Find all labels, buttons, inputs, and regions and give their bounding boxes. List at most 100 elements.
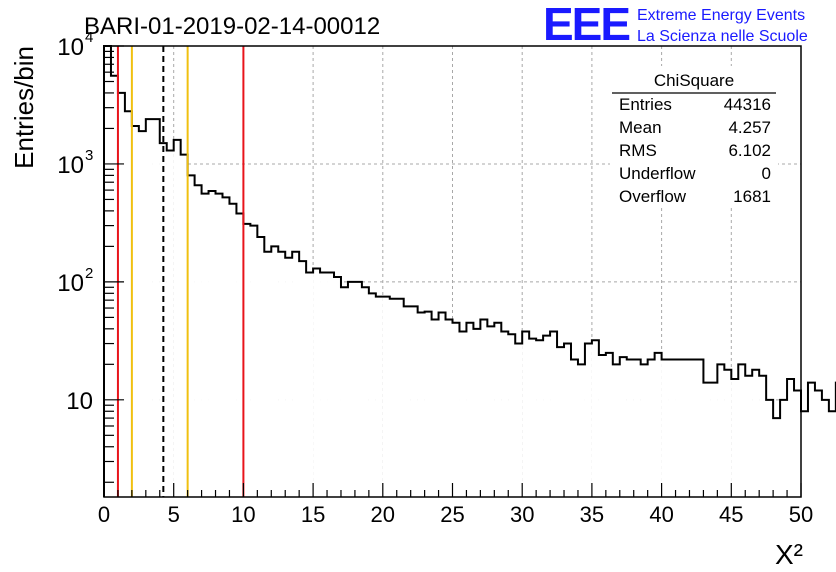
histogram-bin <box>654 352 662 497</box>
y-tick-label-base: 10 <box>57 152 84 179</box>
y-tick-label-exponent: 3 <box>85 147 93 164</box>
histogram-bin <box>668 359 676 497</box>
histogram-bin <box>633 359 641 497</box>
x-tick-label: 0 <box>98 502 110 527</box>
histogram-bin <box>313 268 321 497</box>
histogram-bin <box>347 281 355 497</box>
stats-row-label: Entries <box>619 95 672 114</box>
histogram-bin <box>236 213 244 498</box>
histogram-bin <box>145 119 153 497</box>
histogram-bin <box>222 197 230 497</box>
stats-row-value: 1681 <box>733 187 771 206</box>
stats-box-background <box>610 66 778 206</box>
histogram-bin <box>117 92 125 497</box>
histogram-bin <box>410 306 418 497</box>
histogram-bin <box>243 223 251 497</box>
histogram-bin <box>529 338 537 497</box>
x-tick-label: 25 <box>440 502 464 527</box>
histogram-bin <box>375 296 383 497</box>
histogram-bin <box>787 379 795 497</box>
histogram-bin <box>466 322 474 497</box>
histogram-bin <box>661 359 669 497</box>
histogram-bin <box>801 411 808 497</box>
histogram-bin <box>814 390 822 497</box>
histogram-bin <box>403 306 411 497</box>
stats-row-value: 44316 <box>724 95 771 114</box>
stats-box: ChiSquare Entries 44316 Mean 4.257 RMS 6.102 U… <box>610 66 778 206</box>
histogram-bin <box>320 272 328 497</box>
histogram-bin <box>285 257 293 497</box>
x-tick-label: 35 <box>580 502 604 527</box>
histogram-bin <box>473 328 481 497</box>
x-tick-label: 30 <box>510 502 534 527</box>
histogram-bin <box>773 418 781 497</box>
stats-box-title: ChiSquare <box>654 71 734 90</box>
histogram-bin <box>208 190 216 497</box>
histogram-bin <box>459 331 467 497</box>
histogram-bin <box>306 272 314 497</box>
histogram-bin <box>591 340 599 497</box>
histogram-bin <box>445 319 453 497</box>
histogram-bars <box>103 45 836 498</box>
stats-row-value: 4.257 <box>728 118 771 137</box>
histogram-bin <box>522 331 530 497</box>
histogram-bin <box>131 125 139 498</box>
histogram-bin <box>382 296 390 497</box>
histogram-bin <box>180 154 188 497</box>
histogram-bin <box>278 251 286 497</box>
histogram-bin <box>647 359 655 497</box>
histogram-bin <box>424 311 432 497</box>
y-tick-label: 10 4 <box>57 29 93 61</box>
y-axis-label: Entries/bin <box>9 46 39 169</box>
histogram-bin <box>487 326 495 497</box>
histogram-bin <box>584 343 592 497</box>
histogram-bin <box>124 111 132 497</box>
x-axis-label: X² <box>775 539 803 570</box>
histogram-bin <box>166 150 174 497</box>
histogram-bin <box>821 399 829 497</box>
y-tick-label-base: 10 <box>57 270 84 297</box>
histogram-bin <box>396 298 404 497</box>
histogram-bin <box>557 347 565 497</box>
x-tick-label: 45 <box>719 502 743 527</box>
histogram-bin <box>710 382 718 497</box>
histogram-bin <box>780 399 788 497</box>
histogram-bin <box>104 46 111 497</box>
histogram-bin <box>368 293 376 497</box>
x-tick-label: 20 <box>371 502 395 527</box>
histogram-bin <box>564 343 571 497</box>
histogram-bin <box>187 175 195 497</box>
x-tick-label: 10 <box>231 502 255 527</box>
y-tick-label-exponent: 4 <box>85 29 93 46</box>
histogram-bin <box>640 364 648 497</box>
histogram-bin <box>354 281 362 497</box>
histogram-bin <box>794 390 801 497</box>
histogram-bin <box>389 298 397 497</box>
histogram-bin <box>766 399 774 497</box>
histogram-bin <box>257 237 265 497</box>
stats-row-value: 0 <box>762 164 771 183</box>
histogram-bin <box>550 331 558 497</box>
stats-row-label: Underflow <box>619 164 696 183</box>
axis-ticks <box>103 45 802 497</box>
histogram-bin <box>361 287 369 497</box>
histogram-bin <box>501 331 509 497</box>
y-tick-label-exponent: 2 <box>85 265 93 282</box>
histogram-bin <box>696 359 704 497</box>
x-tick-label: 15 <box>301 502 325 527</box>
y-tick-label: 10 3 <box>57 147 93 179</box>
eee-logo: EEE Extreme Energy Events La Scienza nel… <box>543 0 808 50</box>
histogram-bin <box>417 312 425 497</box>
y-tick-label-base: 10 <box>57 34 84 61</box>
histogram-bin <box>807 382 815 497</box>
histogram-bin <box>201 193 209 497</box>
histogram-bin <box>724 369 732 497</box>
histogram-bin <box>731 379 739 497</box>
stats-row-label: Mean <box>619 118 662 137</box>
marker-lines <box>116 46 245 497</box>
histogram-bin <box>340 287 348 497</box>
histogram-bin <box>759 375 767 497</box>
stats-row-label: Overflow <box>619 187 687 206</box>
histogram-bin <box>689 359 697 497</box>
x-tick-labels: 0 5 10 15 20 25 30 35 40 45 50 <box>98 502 813 527</box>
